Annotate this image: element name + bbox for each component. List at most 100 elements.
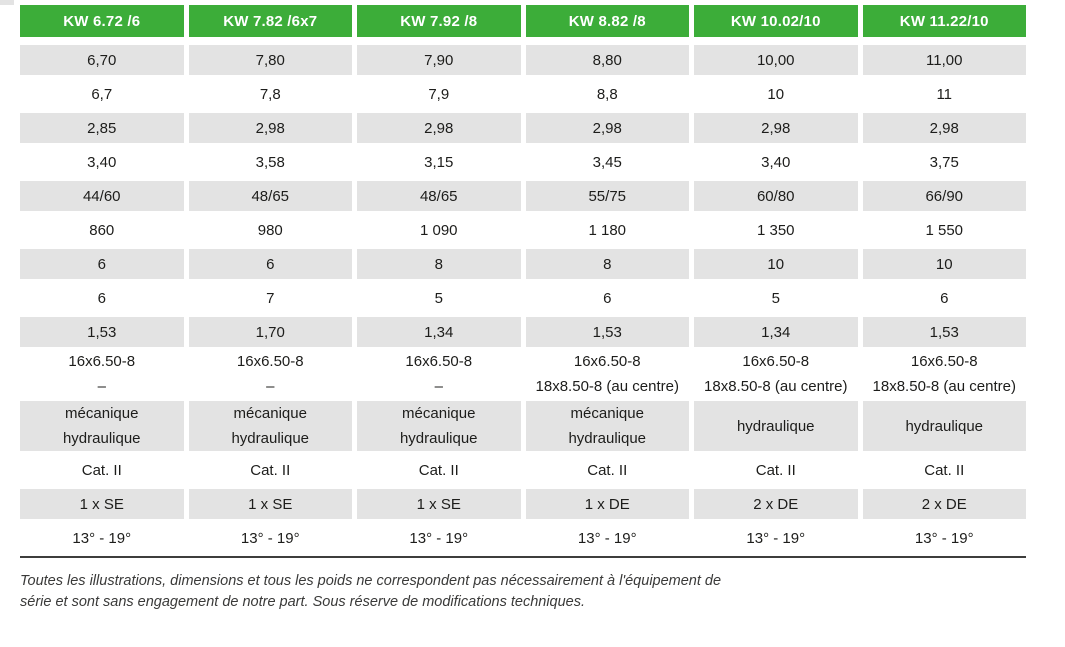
table-cell: 1 x SE xyxy=(188,487,352,521)
table-row: 6,7 7,8 7,9 8,8 10 11 xyxy=(20,77,1026,111)
table-cell: 44/60 xyxy=(20,179,184,213)
table-cell: 1 180 xyxy=(588,221,627,239)
table-cell: 1 x DE xyxy=(525,487,689,521)
table-bottom-border xyxy=(20,556,1026,558)
table-cell: 6 xyxy=(97,289,106,307)
table-cell: 13° - 19° xyxy=(914,529,974,547)
table-cell: 1,53 xyxy=(20,315,184,349)
table-cell: 1 x SE xyxy=(357,487,521,521)
table-cell: 8 xyxy=(357,247,521,281)
table-cell: 55/75 xyxy=(525,179,689,213)
table-cell: 2,98 xyxy=(525,111,689,145)
table-cell: hydraulique xyxy=(862,399,1026,453)
table-cell: 7,80 xyxy=(188,43,352,77)
table-row: 44/60 48/65 48/65 55/75 60/80 66/90 xyxy=(20,179,1026,213)
table-cell: 16x6.50-8 – xyxy=(405,353,473,395)
table-row: 1 x SE 1 x SE 1 x SE 1 x DE 2 x DE 2 x DE xyxy=(20,487,1026,521)
table-cell: hydraulique xyxy=(694,399,858,453)
table-cell: Cat. II xyxy=(587,461,628,479)
table-cell: 16x6.50-8 – xyxy=(68,353,136,395)
table-cell: 5 xyxy=(771,289,780,307)
table-cell: Cat. II xyxy=(924,461,965,479)
table-cell: 1 090 xyxy=(419,221,458,239)
table-cell: 2 x DE xyxy=(862,487,1026,521)
table-cell: 6 xyxy=(188,247,352,281)
table-cell: 6 xyxy=(940,289,949,307)
table-row: 2,85 2,98 2,98 2,98 2,98 2,98 xyxy=(20,111,1026,145)
table-cell: 10 xyxy=(694,247,858,281)
cropped-row-fragment xyxy=(0,0,14,5)
table-cell: Cat. II xyxy=(418,461,459,479)
column-header-kw-1002-10: KW 10.02/10 xyxy=(694,5,858,37)
column-header-kw-782-6x7: KW 7.82 /6x7 xyxy=(188,5,352,37)
table-header-row: KW 6.72 /6 KW 7.82 /6x7 KW 7.92 /8 KW 8.… xyxy=(20,5,1026,37)
table-cell: mécanique hydraulique xyxy=(357,399,521,453)
table-cell: 16x6.50-8 18x8.50-8 (au centre) xyxy=(704,353,848,395)
table-cell: 13° - 19° xyxy=(746,529,806,547)
table-cell: 13° - 19° xyxy=(240,529,300,547)
table-cell: 5 xyxy=(434,289,443,307)
table-cell: 1,34 xyxy=(357,315,521,349)
table-cell: 10 xyxy=(767,85,785,103)
table-cell: 48/65 xyxy=(357,179,521,213)
table-cell: 6 xyxy=(20,247,184,281)
table-cell: 2 x DE xyxy=(694,487,858,521)
table-cell: 3,58 xyxy=(255,153,285,171)
table-cell: 13° - 19° xyxy=(577,529,637,547)
table-cell: 6,70 xyxy=(20,43,184,77)
table-row: 860 980 1 090 1 180 1 350 1 550 xyxy=(20,213,1026,247)
table-cell: 48/65 xyxy=(188,179,352,213)
table-cell: 16x6.50-8 – xyxy=(236,353,304,395)
column-header-kw-672-6: KW 6.72 /6 xyxy=(20,5,184,37)
table-cell: 3,45 xyxy=(592,153,622,171)
table-cell: 6 xyxy=(603,289,612,307)
table-cell: 10 xyxy=(862,247,1026,281)
table-row: 6 6 8 8 10 10 xyxy=(20,247,1026,281)
table-cell: 60/80 xyxy=(694,179,858,213)
table-cell: 7,9 xyxy=(428,85,450,103)
table-cell: 1,70 xyxy=(188,315,352,349)
table-cell: 860 xyxy=(89,221,115,239)
table-cell: 7,90 xyxy=(357,43,521,77)
table-cell: 1 350 xyxy=(756,221,795,239)
table-row: 3,40 3,58 3,15 3,45 3,40 3,75 xyxy=(20,145,1026,179)
table-cell: 980 xyxy=(257,221,283,239)
table-cell: 2,98 xyxy=(862,111,1026,145)
table-cell: 2,98 xyxy=(357,111,521,145)
table-cell: 1,53 xyxy=(862,315,1026,349)
table-row: mécanique hydraulique mécanique hydrauliq… xyxy=(20,399,1026,453)
table-cell: Cat. II xyxy=(755,461,796,479)
spec-table: KW 6.72 /6 KW 7.82 /6x7 KW 7.92 /8 KW 8.… xyxy=(20,5,1026,558)
table-body: 6,70 7,80 7,90 8,80 10,00 11,00 6,7 7,8 7,9 8,8 10… xyxy=(20,43,1026,555)
table-cell: Cat. II xyxy=(81,461,122,479)
disclaimer-line-2: série et sont sans engagement de notre p… xyxy=(20,593,586,610)
disclaimer-line-1: Toutes les illustrations, dimensions et … xyxy=(20,573,722,589)
table-cell: mécanique hydraulique xyxy=(525,399,689,453)
table-cell: 3,40 xyxy=(87,153,117,171)
disclaimer-note: Toutes les illustrations, dimensions et … xyxy=(20,571,721,612)
table-cell: 3,75 xyxy=(929,153,959,171)
column-header-kw-882-8: KW 8.82 /8 xyxy=(525,5,689,37)
table-cell: 16x6.50-8 18x8.50-8 (au centre) xyxy=(535,353,679,395)
table-cell: 7 xyxy=(266,289,275,307)
table-cell: 11,00 xyxy=(862,43,1026,77)
table-cell: Cat. II xyxy=(250,461,291,479)
table-cell: 8,8 xyxy=(596,85,618,103)
table-row: 13° - 19° 13° - 19° 13° - 19° 13° - 19° 13° … xyxy=(20,521,1026,555)
table-cell: 3,40 xyxy=(761,153,791,171)
table-cell: mécanique hydraulique xyxy=(188,399,352,453)
table-cell: 10,00 xyxy=(694,43,858,77)
table-row: 16x6.50-8 – 16x6.50-8 – 16x6.50-8 – 16x6.50… xyxy=(20,349,1026,399)
table-cell: 1,34 xyxy=(694,315,858,349)
table-cell: 6,7 xyxy=(91,85,113,103)
table-cell: mécanique hydraulique xyxy=(20,399,184,453)
column-header-kw-1122-10: KW 11.22/10 xyxy=(862,5,1026,37)
table-row: 1,53 1,70 1,34 1,53 1,34 1,53 xyxy=(20,315,1026,349)
table-cell: 8 xyxy=(525,247,689,281)
column-header-kw-792-8: KW 7.92 /8 xyxy=(357,5,521,37)
table-cell: 1 x SE xyxy=(20,487,184,521)
table-cell: 2,98 xyxy=(188,111,352,145)
table-row: 6,70 7,80 7,90 8,80 10,00 11,00 xyxy=(20,43,1026,77)
table-cell: 1 550 xyxy=(925,221,964,239)
